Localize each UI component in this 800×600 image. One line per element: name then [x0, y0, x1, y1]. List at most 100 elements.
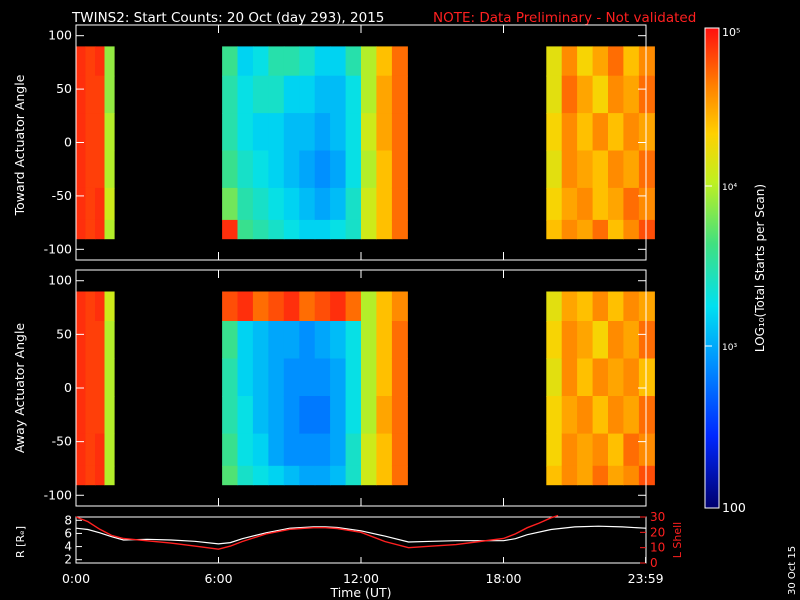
- heatmap-cell: [268, 465, 285, 486]
- heatmap-cell: [391, 150, 408, 189]
- heatmap-cell: [85, 396, 96, 435]
- colorbar-frame: [704, 27, 720, 509]
- heatmap-cell: [299, 465, 316, 486]
- heatmap-cell: [222, 433, 239, 467]
- heatmap-cell: [104, 396, 115, 435]
- heatmap-cell: [222, 358, 239, 397]
- heatmap-cell: [608, 465, 624, 486]
- heatmap-cell: [638, 396, 655, 435]
- r-tick-label: 4: [64, 540, 72, 554]
- heatmap-cell: [623, 187, 640, 221]
- heatmap-cell: [638, 433, 655, 467]
- heatmap-cell: [546, 187, 563, 221]
- away-y-label: Away Actuator Angle: [12, 323, 27, 454]
- heatmap-cell: [85, 433, 96, 467]
- colorbar-gradient: [705, 28, 719, 508]
- heatmap-cell: [330, 75, 347, 114]
- time-tick-label: 6:00: [204, 571, 232, 586]
- heatmap-cell: [638, 113, 655, 152]
- heatmap-cell: [222, 396, 239, 435]
- heatmap-cell: [391, 465, 408, 486]
- heatmap-cell: [222, 291, 239, 322]
- y-tick-label: -50: [52, 188, 72, 203]
- heatmap-cell: [222, 187, 239, 221]
- heatmap-cell: [577, 396, 594, 435]
- heatmap-cell: [391, 46, 408, 77]
- heatmap-cell: [345, 46, 362, 77]
- heatmap-cell: [330, 291, 347, 322]
- heatmap-cell: [345, 113, 362, 152]
- heatmap-cell: [237, 396, 254, 435]
- heatmap-cell: [376, 358, 393, 397]
- heatmap-cell: [623, 321, 640, 360]
- heatmap-cell: [577, 75, 594, 114]
- heatmap-cell: [85, 187, 96, 221]
- heatmap-cell: [104, 291, 115, 322]
- heatmap-cell: [592, 187, 609, 221]
- heatmap-cell: [95, 187, 106, 221]
- l-shell-tick-label: 30: [650, 510, 665, 524]
- heatmap-cell: [252, 75, 269, 114]
- heatmap-cell: [85, 150, 96, 189]
- heatmap-cell: [608, 433, 624, 467]
- heatmap-cell: [76, 358, 87, 397]
- heatmap-cell: [330, 46, 347, 77]
- heatmap-cell: [638, 150, 655, 189]
- heatmap-cell: [252, 219, 269, 240]
- heatmap-cell: [376, 465, 393, 486]
- heatmap-cell: [283, 46, 300, 77]
- heatmap-cell: [330, 113, 347, 152]
- heatmap-cell: [608, 219, 624, 240]
- heatmap-cell: [283, 358, 300, 397]
- heatmap-cell: [222, 113, 239, 152]
- heatmap-cell: [623, 219, 640, 240]
- heatmap-cell: [608, 291, 624, 322]
- y-tick-label: 100: [48, 28, 72, 43]
- heatmap-cell: [222, 150, 239, 189]
- toward-heatmap: [76, 46, 655, 240]
- heatmap-cell: [268, 187, 285, 221]
- l-shell-axis-label: L Shell: [671, 522, 684, 558]
- heatmap-cell: [104, 75, 115, 114]
- heatmap-cell: [592, 358, 609, 397]
- heatmap-cell: [546, 291, 563, 322]
- heatmap-cell: [76, 291, 87, 322]
- heatmap-cell: [546, 433, 563, 467]
- heatmap-cell: [330, 358, 347, 397]
- heatmap-cell: [95, 465, 106, 486]
- heatmap-cell: [268, 321, 285, 360]
- heatmap-cell: [299, 291, 316, 322]
- heatmap-cell: [95, 291, 106, 322]
- heatmap-cell: [623, 75, 640, 114]
- time-tick-label: 0:00: [62, 571, 90, 586]
- y-tick-label: 50: [56, 81, 72, 96]
- toward-y-ticks: 100 50 0 -50 -100: [44, 25, 647, 260]
- heatmap-cell: [104, 465, 115, 486]
- heatmap-cell: [283, 187, 300, 221]
- heatmap-cell: [252, 187, 269, 221]
- heatmap-cell: [546, 150, 563, 189]
- heatmap-cell: [299, 358, 316, 397]
- heatmap-cell: [391, 321, 408, 360]
- heatmap-cell: [391, 75, 408, 114]
- colorbar: 10⁵ 10⁴ 10³ 100 LOG₁₀(Total Starts per S…: [704, 26, 767, 515]
- heatmap-cell: [638, 75, 655, 114]
- heatmap-cell: [623, 113, 640, 152]
- heatmap-cell: [237, 150, 254, 189]
- l-shell-line: [75, 514, 559, 550]
- heatmap-cell: [345, 465, 362, 486]
- heatmap-cell: [623, 433, 640, 467]
- heatmap-cell: [104, 187, 115, 221]
- heatmap-cell: [330, 150, 347, 189]
- heatmap-cell: [252, 321, 269, 360]
- heatmap-cell: [638, 358, 655, 397]
- heatmap-cell: [268, 291, 285, 322]
- heatmap-cell: [561, 465, 578, 486]
- heatmap-cell: [104, 321, 115, 360]
- heatmap-cell: [391, 396, 408, 435]
- heatmap-cell: [546, 358, 563, 397]
- heatmap-cell: [592, 291, 609, 322]
- heatmap-cell: [546, 46, 563, 77]
- heatmap-cell: [95, 46, 106, 77]
- y-tick-label: 0: [64, 135, 72, 150]
